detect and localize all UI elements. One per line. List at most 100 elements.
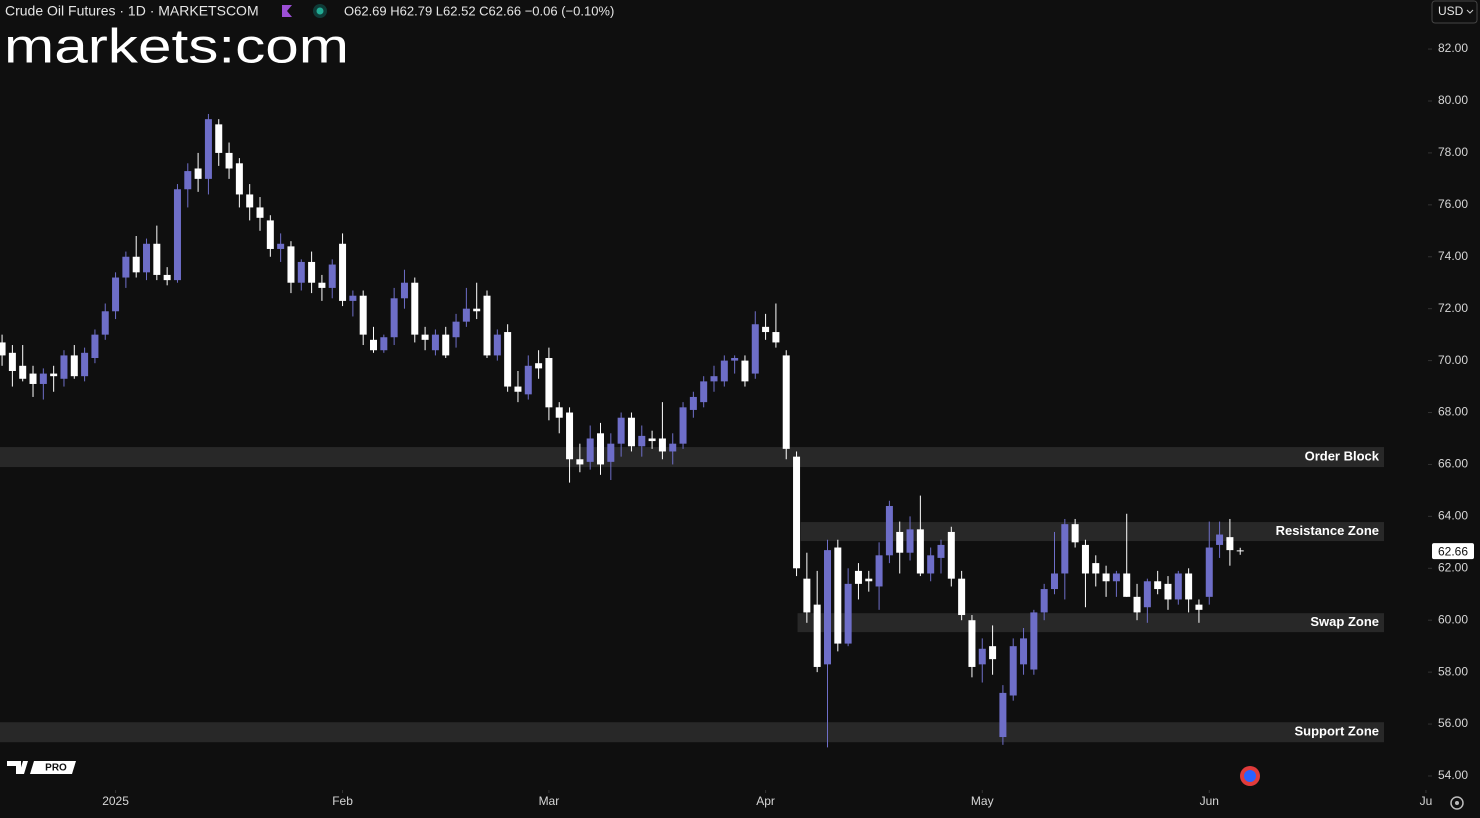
candle-body (101, 311, 109, 335)
candle-body (390, 298, 398, 338)
candle-body (834, 547, 842, 644)
currency-label[interactable]: USD (1438, 4, 1464, 18)
event-icon[interactable] (1240, 766, 1260, 786)
settings-icon[interactable] (1450, 796, 1464, 810)
candle-body (370, 339, 378, 351)
candle-body (194, 168, 202, 179)
y-tick-label: 68.00 (1438, 405, 1468, 419)
candle-body (999, 692, 1007, 738)
zone-label: Resistance Zone (1276, 523, 1379, 538)
candle-body (39, 373, 47, 384)
candle-body (60, 355, 68, 379)
candle-body (204, 119, 212, 179)
candle-body (411, 282, 419, 335)
candle-body (627, 417, 635, 447)
candle-body (700, 381, 708, 403)
candle-body (452, 321, 460, 338)
zone-label: Support Zone (1295, 724, 1380, 739)
tv-mark (7, 761, 28, 774)
candle-body (339, 243, 347, 301)
price-tag-label: 62.66 (1438, 544, 1468, 558)
candle-body (173, 189, 181, 281)
candle-body (122, 256, 130, 278)
candle-body (1143, 581, 1151, 608)
candle-body (1081, 544, 1089, 574)
candle-body (215, 124, 223, 153)
candle-body (81, 352, 89, 377)
candle-body (1123, 573, 1131, 597)
candle-body (1164, 583, 1172, 600)
axes: 54.00 56.00 58.00 60.00 62.00 64.00 66.00 68.00… (102, 41, 1474, 808)
candle-body (772, 332, 780, 343)
candle-body (989, 646, 997, 660)
price-tag (1432, 543, 1474, 560)
chevron (1466, 9, 1474, 14)
currency-button[interactable]: USD (1431, 0, 1478, 24)
candle-body (793, 456, 801, 569)
candle-body (1216, 534, 1224, 545)
candle-body (978, 648, 986, 665)
candle-body (545, 358, 553, 408)
candle-body (400, 282, 408, 299)
candle-body (648, 438, 656, 442)
zone (0, 722, 1384, 743)
candle-body (235, 163, 243, 195)
candle-body (1092, 563, 1100, 574)
x-tick-label: Ju (1420, 794, 1433, 808)
candle-body (359, 295, 367, 335)
candle-body (1050, 573, 1058, 590)
candle-body (0, 342, 6, 356)
candle-body (968, 620, 976, 667)
x-tick-label: Apr (756, 794, 775, 808)
gear[interactable] (1450, 796, 1464, 810)
candle-body (266, 220, 274, 249)
candle-body (875, 555, 883, 587)
candle-body (710, 376, 718, 382)
candle-body (112, 277, 120, 312)
candle-body (380, 337, 388, 351)
y-tick-label: 58.00 (1438, 664, 1468, 678)
candle-body (1226, 537, 1234, 551)
candle-body (1236, 550, 1244, 552)
candle-body (1112, 573, 1120, 582)
candle-body (91, 334, 99, 359)
candle-body (1174, 573, 1182, 600)
candle-body (1133, 596, 1141, 613)
candle-body (937, 544, 945, 558)
candle-body (947, 531, 955, 579)
candle-body (896, 531, 904, 553)
candle-body (225, 152, 233, 169)
gear-hub (1455, 801, 1459, 805)
x-tick-label: Mar (539, 794, 560, 808)
candle-body (762, 326, 770, 333)
y-tick-label: 82.00 (1438, 41, 1468, 55)
candle-body (576, 459, 584, 465)
candle-body (803, 578, 811, 613)
candle-body (493, 334, 501, 356)
candle-body (1205, 547, 1213, 597)
candle-body (865, 578, 873, 582)
candle-body (906, 529, 914, 553)
currency-box[interactable] (1431, 0, 1478, 24)
candle-body (669, 443, 677, 452)
candle-body (483, 295, 491, 356)
candle-body (1040, 589, 1048, 613)
candle-body (916, 529, 924, 574)
candle-body (731, 358, 739, 361)
flag-icon (282, 5, 292, 17)
status-dot (316, 7, 324, 15)
zone-label: Swap Zone (1310, 614, 1379, 629)
y-tick-label: 62.00 (1438, 560, 1468, 574)
candle-body (741, 360, 749, 382)
ohlc-legend: O62.69 H62.79 L62.52 C62.66 −0.06 (−0.10… (344, 3, 614, 18)
candle-body (287, 246, 295, 283)
y-tick-label: 56.00 (1438, 716, 1468, 730)
zone (0, 447, 1384, 468)
badge-bg (30, 761, 76, 774)
tv-logo: PRO (7, 761, 76, 774)
candle-body (421, 334, 429, 340)
zones: Order Block Resistance Zone Swap Zone Suppo… (0, 447, 1384, 743)
candle-body (638, 435, 646, 447)
candle-body (679, 407, 687, 444)
candle-body (328, 264, 336, 288)
